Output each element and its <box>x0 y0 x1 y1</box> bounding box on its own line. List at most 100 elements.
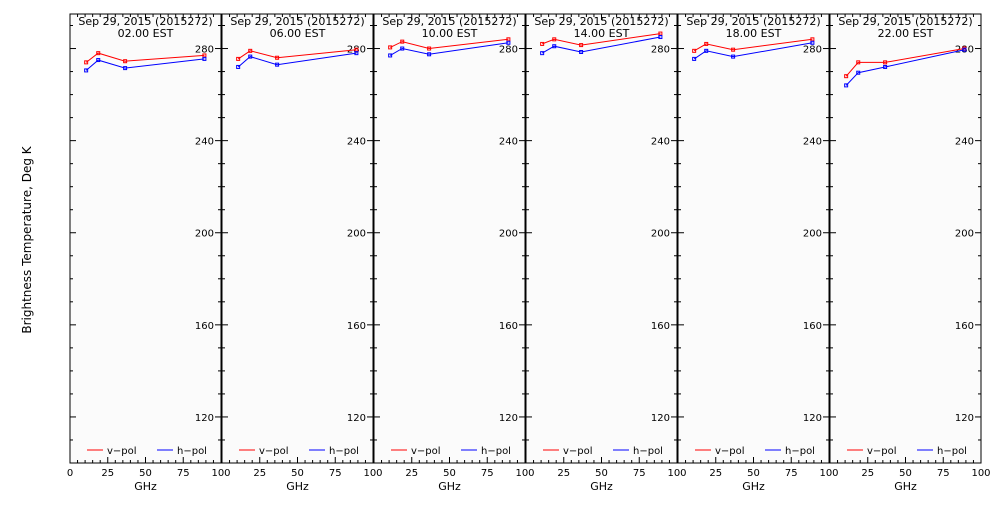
data-point-v-pol <box>275 55 280 60</box>
plot-frame <box>221 13 374 464</box>
data-point-v-pol <box>236 56 241 61</box>
y-tick-label: 280 <box>499 45 518 56</box>
x-tick-label: 50 <box>899 468 912 479</box>
series-line-v-pol <box>85 52 205 63</box>
data-point-h-pol <box>692 56 697 61</box>
y-tick-label: 280 <box>803 45 822 56</box>
data-point-v-pol <box>692 48 697 53</box>
x-tick-label: 75 <box>937 468 950 479</box>
panel-subtitle: 14.00 EST <box>574 27 630 40</box>
legend-label-h-pol: h−pol <box>633 446 663 457</box>
y-tick-label: 120 <box>347 413 366 424</box>
x-tick-label: 100 <box>363 468 382 479</box>
panel-title: Sep 29, 2015 (2015272) <box>382 15 516 28</box>
y-tick-label: 120 <box>195 413 214 424</box>
data-point-v-pol <box>400 39 405 44</box>
x-tick-label: 100 <box>211 468 230 479</box>
data-point-v-pol <box>731 47 736 52</box>
legend-label-h-pol: h−pol <box>481 446 511 457</box>
data-point-v-pol <box>123 59 128 64</box>
y-tick-label: 120 <box>955 413 974 424</box>
plot-frame <box>525 13 678 464</box>
x-axis-label: GHz <box>438 480 461 493</box>
x-tick-label: 50 <box>139 468 152 479</box>
data-point-h-pol <box>579 49 584 54</box>
data-point-h-pol <box>388 53 393 58</box>
data-point-v-pol <box>84 60 89 65</box>
x-tick-label: 75 <box>481 468 494 479</box>
chart-panel-1: Sep 29, 2015 (2015272)02.00 EST 120 160 200… <box>67 13 231 493</box>
panel-subtitle: 22.00 EST <box>878 27 934 40</box>
data-point-v-pol <box>552 37 557 42</box>
y-tick-label: 120 <box>651 413 670 424</box>
data-point-h-pol <box>427 52 432 57</box>
series-line-h-pol <box>845 49 965 86</box>
chart-panel-3: Sep 29, 2015 (2015272)10.00 EST 120 160 200… <box>373 13 535 493</box>
data-point-v-pol <box>248 48 253 53</box>
y-tick-label: 120 <box>499 413 518 424</box>
x-tick-label: 25 <box>253 468 266 479</box>
data-point-h-pol <box>84 68 89 73</box>
legend-label-h-pol: h−pol <box>177 446 207 457</box>
series-line-h-pol <box>389 42 509 56</box>
panel-title: Sep 29, 2015 (2015272) <box>534 15 668 28</box>
x-tick-label: 50 <box>747 468 760 479</box>
y-tick-label: 240 <box>955 137 974 148</box>
data-point-h-pol <box>202 56 207 61</box>
y-tick-label: 160 <box>195 321 214 332</box>
chart-panel-2: Sep 29, 2015 (2015272)06.00 EST 120 160 200… <box>221 13 383 493</box>
panel-title: Sep 29, 2015 (2015272) <box>686 15 820 28</box>
y-tick-label: 240 <box>195 137 214 148</box>
y-tick-label: 240 <box>499 137 518 148</box>
panel-title: Sep 29, 2015 (2015272) <box>838 15 972 28</box>
data-point-h-pol <box>552 44 557 49</box>
chart-panel-5: Sep 29, 2015 (2015272)18.00 EST 120 160 200… <box>677 13 839 493</box>
data-point-h-pol <box>883 64 888 69</box>
x-axis-label: GHz <box>894 480 917 493</box>
series-line-v-pol <box>542 33 661 46</box>
y-tick-label: 280 <box>347 45 366 56</box>
y-tick-label: 240 <box>803 137 822 148</box>
data-point-v-pol <box>579 43 584 48</box>
x-axis-label: GHz <box>134 480 157 493</box>
legend-label-h-pol: h−pol <box>937 446 967 457</box>
x-tick-label: 50 <box>595 468 608 479</box>
y-tick-label: 200 <box>803 229 822 240</box>
panel-title: Sep 29, 2015 (2015272) <box>230 15 364 28</box>
y-tick-label: 200 <box>499 229 518 240</box>
y-tick-label: 160 <box>499 321 518 332</box>
y-tick-label: 200 <box>651 229 670 240</box>
y-tick-label: 280 <box>651 45 670 56</box>
data-point-v-pol <box>856 60 861 65</box>
x-axis-label: GHz <box>590 480 613 493</box>
y-tick-label: 200 <box>195 229 214 240</box>
x-tick-label: 75 <box>329 468 342 479</box>
x-tick-label: 25 <box>405 468 418 479</box>
y-tick-label: 160 <box>651 321 670 332</box>
data-point-h-pol <box>658 35 663 40</box>
legend-label-v-pol: v−pol <box>563 446 593 457</box>
data-point-v-pol <box>540 41 545 46</box>
series-line-h-pol <box>693 42 813 60</box>
x-tick-label: 50 <box>443 468 456 479</box>
y-tick-label: 280 <box>195 45 214 56</box>
data-point-h-pol <box>844 83 849 88</box>
panel-subtitle: 02.00 EST <box>118 27 174 40</box>
data-point-v-pol <box>844 74 849 79</box>
chart-panel-4: Sep 29, 2015 (2015272)14.00 EST 120 160 200… <box>525 13 687 493</box>
series-line-h-pol <box>237 52 357 68</box>
x-tick-label: 100 <box>819 468 838 479</box>
x-tick-label: 75 <box>785 468 798 479</box>
panel-subtitle: 18.00 EST <box>726 27 782 40</box>
x-axis-label: GHz <box>286 480 309 493</box>
data-point-v-pol <box>96 51 101 56</box>
x-tick-label: 100 <box>667 468 686 479</box>
x-tick-label: 25 <box>101 468 114 479</box>
series-line-v-pol <box>845 48 965 77</box>
data-point-v-pol <box>388 45 393 50</box>
y-tick-label: 200 <box>955 229 974 240</box>
data-point-h-pol <box>275 62 280 67</box>
data-point-h-pol <box>506 40 511 45</box>
data-point-h-pol <box>704 48 709 53</box>
